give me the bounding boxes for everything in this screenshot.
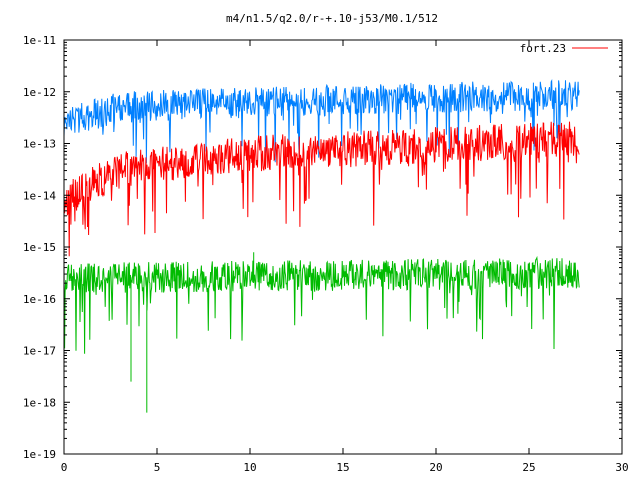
- y-tick-label: 1e-16: [23, 293, 56, 306]
- y-tick-label: 1e-12: [23, 86, 56, 99]
- y-tick-label: 1e-17: [23, 345, 56, 358]
- axis-layer: 0 5 10 15 20 25 30 1e-19 1e-18 1e-17 1e-16 1e-15 1e-…: [23, 34, 629, 474]
- x-tick-label: 25: [522, 461, 535, 474]
- legend-label: fort.23: [520, 42, 566, 55]
- y-tick-label: 1e-14: [23, 189, 56, 202]
- y-tick-label: 1e-15: [23, 241, 56, 254]
- legend: fort.23: [520, 42, 608, 55]
- x-tick-label: 30: [615, 461, 628, 474]
- series-layer: [63, 79, 580, 413]
- series-line-3: [63, 252, 580, 413]
- x-tick-label: 5: [154, 461, 161, 474]
- series-line-1: [63, 121, 580, 257]
- y-tick-label: 1e-11: [23, 34, 56, 47]
- y-tick-label: 1e-13: [23, 138, 56, 151]
- x-tick-label: 15: [336, 461, 349, 474]
- y-tick-label: 1e-19: [23, 448, 56, 461]
- x-tick-label: 0: [61, 461, 68, 474]
- x-tick-label: 20: [429, 461, 442, 474]
- y-tick-label: 1e-18: [23, 396, 56, 409]
- chart-title: m4/n1.5/q2.0/r-+.10-j53/M0.1/512: [226, 12, 438, 25]
- x-tick-label: 10: [243, 461, 256, 474]
- series-line-2: [63, 79, 580, 164]
